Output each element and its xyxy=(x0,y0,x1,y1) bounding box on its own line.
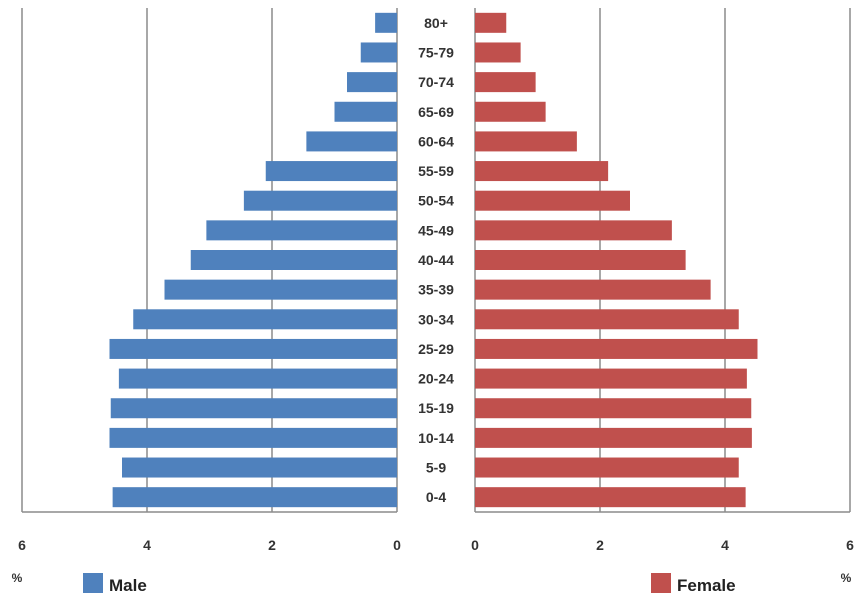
age-label-35-39: 35-39 xyxy=(418,282,454,298)
legend-label-female: Female xyxy=(677,576,736,595)
bar-male-60-64 xyxy=(306,131,397,152)
bar-male-65-69 xyxy=(334,101,397,122)
age-label-60-64: 60-64 xyxy=(418,133,454,149)
bar-male-50-54 xyxy=(243,190,397,211)
bar-female-15-19 xyxy=(475,398,752,419)
bar-male-20-24 xyxy=(118,368,397,389)
bar-female-55-59 xyxy=(475,161,609,182)
age-label-40-44: 40-44 xyxy=(418,252,454,268)
age-label-10-14: 10-14 xyxy=(418,430,454,446)
x-tick-label: 4 xyxy=(721,537,729,553)
bar-female-80+ xyxy=(475,12,507,33)
bar-female-30-34 xyxy=(475,309,739,330)
age-label-65-69: 65-69 xyxy=(418,104,454,120)
bar-female-5-9 xyxy=(475,457,739,478)
bar-female-10-14 xyxy=(475,427,752,448)
age-label-45-49: 45-49 xyxy=(418,222,454,238)
age-label-25-29: 25-29 xyxy=(418,341,454,357)
bar-male-30-34 xyxy=(133,309,397,330)
x-tick-label: 4 xyxy=(143,537,151,553)
legend: Male Female xyxy=(83,573,736,595)
bar-female-45-49 xyxy=(475,220,672,241)
x-tick-label: 0 xyxy=(471,537,479,553)
bar-female-70-74 xyxy=(475,72,536,93)
bar-male-80+ xyxy=(375,12,397,33)
bar-female-25-29 xyxy=(475,338,758,359)
age-label-75-79: 75-79 xyxy=(418,44,454,60)
bar-male-55-59 xyxy=(265,161,397,182)
x-tick-label: 6 xyxy=(18,537,26,553)
bar-male-75-79 xyxy=(360,42,397,63)
age-label-70-74: 70-74 xyxy=(418,74,454,90)
x-tick-label: 0 xyxy=(393,537,401,553)
bar-female-65-69 xyxy=(475,101,546,122)
bar-female-40-44 xyxy=(475,250,686,270)
age-label-80+: 80+ xyxy=(424,15,448,31)
axes: 6 4 2 0 0 2 4 6%% xyxy=(12,511,854,585)
bar-male-40-44 xyxy=(190,250,397,270)
x-tick-label: 6 xyxy=(846,537,854,553)
bar-male-5-9 xyxy=(122,457,397,478)
bar-male-10-14 xyxy=(109,427,397,448)
bar-male-25-29 xyxy=(109,338,397,359)
x-tick-label: 2 xyxy=(268,537,276,553)
legend-label-male: Male xyxy=(109,576,147,595)
age-label-30-34: 30-34 xyxy=(418,311,454,327)
bar-female-35-39 xyxy=(475,279,711,300)
legend-swatch-female xyxy=(651,573,671,593)
bar-female-20-24 xyxy=(475,368,747,389)
age-label-0-4: 0-4 xyxy=(426,489,446,505)
age-label-15-19: 15-19 xyxy=(418,400,454,416)
bar-male-70-74 xyxy=(347,72,397,93)
age-label-20-24: 20-24 xyxy=(418,371,454,387)
legend-swatch-male xyxy=(83,573,103,593)
x-tick-label: 2 xyxy=(596,537,604,553)
bar-female-75-79 xyxy=(475,42,521,63)
bar-female-60-64 xyxy=(475,131,577,152)
unit-label-right: % xyxy=(841,571,852,585)
bars xyxy=(109,12,758,508)
age-group-labels: 0-4 5-9 10-14 15-19 20-24 25-29 30-34 35-39 40-4… xyxy=(418,15,454,505)
bar-male-15-19 xyxy=(110,398,397,419)
age-label-5-9: 5-9 xyxy=(426,460,446,476)
bar-male-35-39 xyxy=(164,279,397,300)
bar-male-0-4 xyxy=(112,487,397,508)
bar-female-0-4 xyxy=(475,487,746,508)
age-label-50-54: 50-54 xyxy=(418,193,454,209)
unit-label-left: % xyxy=(12,571,23,585)
bar-male-45-49 xyxy=(206,220,397,241)
bar-female-50-54 xyxy=(475,190,630,211)
age-label-55-59: 55-59 xyxy=(418,163,454,179)
